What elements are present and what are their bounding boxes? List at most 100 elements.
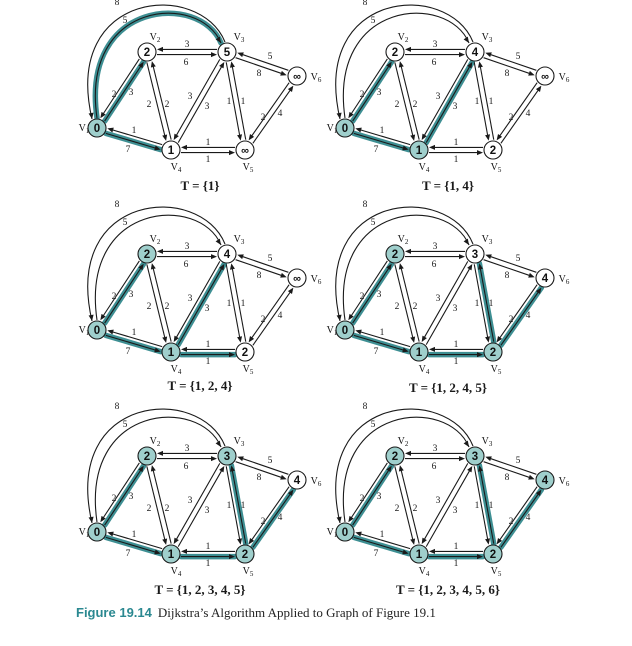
edge-v6-v5: 4 xyxy=(248,486,290,545)
node-name: V1 xyxy=(79,123,90,135)
figure-number: Figure 19.14 xyxy=(76,605,152,620)
edge-weight: 1 xyxy=(227,97,232,107)
edge-weight: 1 xyxy=(454,155,459,165)
edge-weight: 1 xyxy=(132,126,137,136)
edge-v6-v5: 4 xyxy=(496,82,538,141)
edge-weight: 2 xyxy=(147,100,152,110)
edge-v6-v5: 4 xyxy=(496,284,538,343)
edge-weight: 1 xyxy=(227,299,232,309)
edge-v3-v5: 1 xyxy=(473,264,491,343)
edge-weight: 2 xyxy=(360,494,365,504)
edge-weight: 1 xyxy=(206,155,211,165)
edge-weight: 3 xyxy=(129,290,134,300)
node-distance: 2 xyxy=(392,451,398,463)
edge-weight: 4 xyxy=(278,109,283,119)
edge-v5-v6: 2 xyxy=(498,486,545,551)
edge-weight: 3 xyxy=(185,40,190,50)
edge-weight: 2 xyxy=(395,302,400,312)
node-name: V6 xyxy=(559,274,570,286)
edge-weight: 7 xyxy=(374,145,379,155)
edge-v3-v1: 8 xyxy=(87,200,226,322)
node-name: V3 xyxy=(482,436,493,448)
edge-weight: 7 xyxy=(374,347,379,357)
edge-v3-v4: 3 xyxy=(421,59,469,141)
node-v5: 2V5 xyxy=(483,544,503,578)
edge-weight: 1 xyxy=(489,299,494,309)
edge-weight: 3 xyxy=(188,294,193,304)
node-name: V3 xyxy=(482,234,493,246)
node-name: V4 xyxy=(419,162,430,174)
edge-weight: 5 xyxy=(123,420,128,430)
node-v1: 0 V1 xyxy=(79,320,107,340)
node-v1: 0 V1 xyxy=(79,118,107,138)
node-v5: ∞ V5 xyxy=(235,140,255,174)
node-v5: 2V5 xyxy=(483,140,503,174)
edge-weight: 5 xyxy=(268,254,273,264)
edge-weight: 6 xyxy=(432,58,437,68)
node-distance: 2 xyxy=(144,451,150,463)
node-name: V1 xyxy=(327,325,338,337)
node-name: V4 xyxy=(419,566,430,578)
node-distance: ∞ xyxy=(293,273,301,285)
edge-weight: 6 xyxy=(184,462,189,472)
edge-v6-v3: 8 xyxy=(485,254,537,281)
edge-v1-v2: 2 xyxy=(101,261,147,326)
edge-weight: 1 xyxy=(206,357,211,367)
t-set-label: T = {1, 2, 4, 5} xyxy=(408,380,488,395)
edge-v1-v3: 5 xyxy=(92,10,224,121)
edge-weight: 4 xyxy=(278,513,283,523)
node-name: V6 xyxy=(311,476,322,488)
edge-weight: 2 xyxy=(413,504,418,514)
node-distance: 0 xyxy=(94,325,100,337)
node-name: V5 xyxy=(243,364,254,376)
node-v5: 2V5 xyxy=(235,342,255,376)
node-name: V3 xyxy=(234,32,245,44)
edge-v3-v6: 5 xyxy=(483,254,535,278)
node-v1: 0 V1 xyxy=(327,320,355,340)
node-v1: 0 V1 xyxy=(79,522,107,542)
edge-weight: 1 xyxy=(454,559,459,569)
edge-v3-v4: 3 xyxy=(173,59,221,141)
node-name: V4 xyxy=(171,566,182,578)
edge-weight: 2 xyxy=(112,494,117,504)
node-distance: 0 xyxy=(342,123,348,135)
edge-v2-v1: 3 xyxy=(100,58,140,119)
edge-v3-v1: 8 xyxy=(335,0,474,120)
node-v1: 0 V1 xyxy=(327,118,355,138)
edge-weight: 1 xyxy=(454,357,459,367)
edge-weight: 5 xyxy=(268,456,273,466)
edge-v2-v4: 2 xyxy=(394,466,416,545)
edge-weight: 3 xyxy=(185,444,190,454)
edge-v5-v4: 1 xyxy=(429,144,483,165)
node-distance: 4 xyxy=(472,47,479,59)
node-distance: 1 xyxy=(168,549,175,561)
node-v3: 3 V3 xyxy=(465,234,493,264)
edge-v3-v2: 6 xyxy=(157,450,217,472)
edge-v6-v5: 4 xyxy=(248,284,290,343)
edge-v3-v6: 5 xyxy=(483,456,535,480)
edge-v3-v2: 6 xyxy=(405,248,465,270)
node-distance: ∞ xyxy=(241,145,249,157)
edge-v3-v6: 5 xyxy=(235,456,287,480)
node-distance: 1 xyxy=(168,347,175,359)
edge-v1-v3: 5 xyxy=(94,214,222,321)
edge-v6-v5: 4 xyxy=(248,82,290,141)
edge-weight: 5 xyxy=(516,52,521,62)
node-distance: ∞ xyxy=(293,71,301,83)
edge-weight: 1 xyxy=(241,299,246,309)
edge-v2-v3: 3 xyxy=(157,242,217,260)
node-v2: 2V2 xyxy=(137,32,161,62)
node-v6: ∞ V6 xyxy=(287,66,322,86)
edge-v2-v1: 3 xyxy=(100,462,140,523)
edge-v4-v5: 1 xyxy=(426,542,486,560)
edge-v1-v3: 5 xyxy=(342,12,470,119)
edge-weight: 3 xyxy=(433,40,438,50)
edge-v4-v3: 3 xyxy=(177,465,225,547)
edge-v4-v2: 2 xyxy=(398,465,420,544)
edge-v3-v4: 3 xyxy=(173,463,221,545)
edge-v3-v2: 6 xyxy=(157,46,217,68)
node-v4: 1V4 xyxy=(161,342,182,376)
